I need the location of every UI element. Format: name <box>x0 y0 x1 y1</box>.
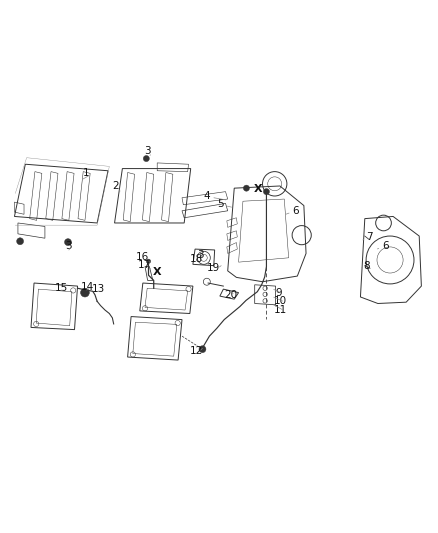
Text: 14: 14 <box>81 282 94 292</box>
Circle shape <box>81 288 89 297</box>
Circle shape <box>143 156 149 161</box>
Text: 19: 19 <box>207 263 220 273</box>
Text: 11: 11 <box>274 305 287 315</box>
Circle shape <box>17 238 24 245</box>
Text: 6: 6 <box>292 206 299 216</box>
Text: 18: 18 <box>190 254 203 264</box>
Text: X: X <box>153 267 162 277</box>
Text: 3: 3 <box>197 250 204 260</box>
Text: 12: 12 <box>190 346 203 356</box>
Text: 10: 10 <box>274 296 287 306</box>
Text: 17: 17 <box>138 260 151 270</box>
Text: 1: 1 <box>83 168 89 178</box>
Text: 13: 13 <box>92 284 105 294</box>
Text: 4: 4 <box>204 191 210 201</box>
Text: 8: 8 <box>364 261 370 271</box>
Text: X: X <box>254 184 262 194</box>
Circle shape <box>199 346 206 353</box>
Text: 2: 2 <box>113 181 119 191</box>
Circle shape <box>146 259 151 263</box>
Circle shape <box>64 239 71 246</box>
Circle shape <box>244 185 250 191</box>
Text: 3: 3 <box>66 240 72 251</box>
Text: 3: 3 <box>144 146 151 156</box>
Text: 16: 16 <box>136 252 149 262</box>
Circle shape <box>263 189 269 195</box>
Text: 9: 9 <box>276 288 283 297</box>
Text: 15: 15 <box>54 283 67 293</box>
Text: 5: 5 <box>217 199 224 209</box>
Text: 20: 20 <box>225 290 238 300</box>
Text: 6: 6 <box>382 241 389 251</box>
Text: 7: 7 <box>366 232 372 242</box>
